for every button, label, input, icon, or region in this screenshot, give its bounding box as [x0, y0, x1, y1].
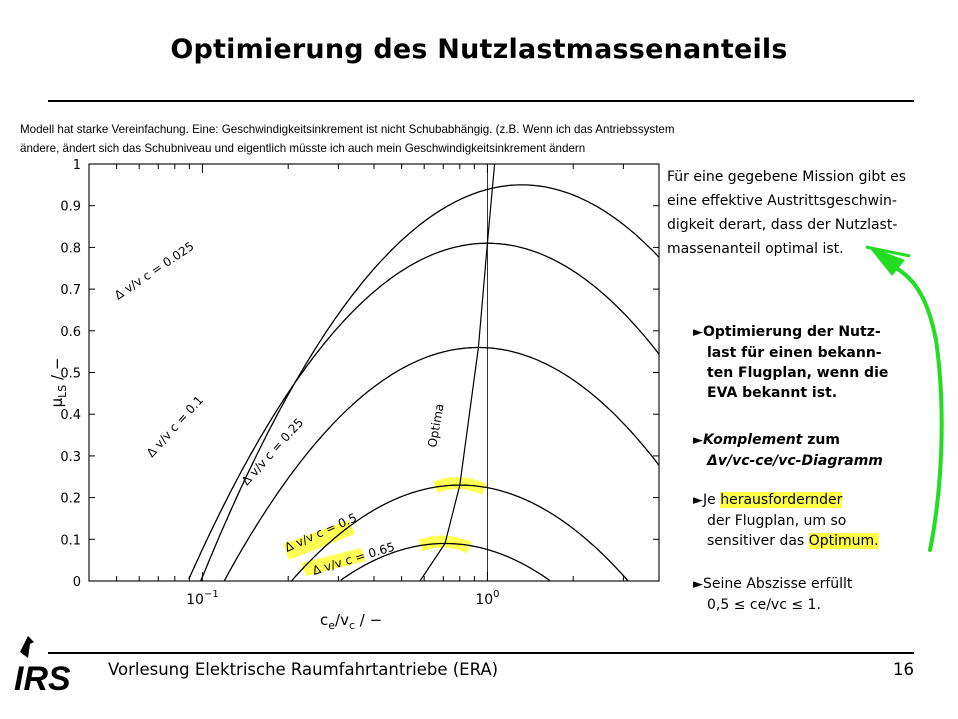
bullet-optimization: ►Optimierung der Nutz- last für einen be…	[693, 322, 943, 403]
triangle-bullet-icon: ►	[693, 493, 703, 508]
triangle-bullet-icon: ►	[693, 433, 703, 448]
title-divider	[48, 100, 914, 102]
optima-label: Optima	[425, 403, 446, 449]
y-axis-label: μLS / −	[48, 358, 69, 408]
y-tick-label: 0.6	[60, 325, 81, 340]
bullet-text: 0,5 ≤ ce/vc ≤ 1.	[707, 597, 821, 613]
highlight-label-mark	[283, 520, 366, 576]
chart-ticks: 0 0.1 0.2 0.3 0.4 0.5 0.6 0.7 0.8 0.9 1 10−1 100	[60, 158, 660, 608]
slide-title: Optimierung des Nutzlastmassenanteils	[170, 34, 788, 65]
curve-dv-0.25	[223, 346, 660, 581]
irs-logo: IRS	[14, 636, 71, 698]
y-tick-label: 0.8	[60, 241, 81, 256]
bullet-text: last für einen bekann-	[707, 345, 882, 361]
logo-text: IRS	[14, 660, 71, 698]
description-line: digkeit derart, dass der Nutzlast-	[667, 217, 898, 233]
y-tick-label: 0.1	[60, 533, 81, 548]
series-label: Δ v/v c = 0.25	[239, 415, 306, 488]
bullet-text: Optimierung der Nutz-	[703, 324, 881, 340]
y-tick-label: 0.4	[60, 408, 81, 423]
y-tick-label: 0	[73, 575, 81, 590]
plot-frame	[88, 163, 660, 582]
curve-dv-0.025	[199, 184, 660, 582]
x-axis-label: ce/vc / −	[320, 611, 382, 632]
x-tick-label: 10−1	[186, 589, 219, 608]
mission-description: Für eine gegebene Mission gibt es eine e…	[667, 165, 947, 261]
highlighted-text: Optimum.	[808, 533, 879, 549]
triangle-bullet-icon: ►	[693, 325, 703, 340]
y-tick-label: 0.2	[60, 492, 81, 507]
bullet-complement: ►Komplement zum Δv/vc-ce/vc-Diagramm	[693, 430, 943, 471]
bullet-text: ten Flugplan, wenn die	[707, 365, 889, 381]
bullet-text: Δv/vc-ce/vc-Diagramm	[693, 451, 943, 471]
page-number: 16	[893, 660, 914, 679]
bullet-formula: Δv/vc-ce/vc-Diagramm	[707, 453, 883, 469]
chart-labels: ce/vc / − μLS / − Δ v/v c = 0.025 Δ v/v c =…	[48, 239, 447, 632]
y-tick-label: 1	[73, 158, 81, 173]
note-line: Modell hat starke Vereinfachung. Eine: G…	[20, 123, 675, 136]
bullet-text: Seine Abszisse erfüllt	[703, 576, 853, 592]
chart-curves	[188, 163, 660, 583]
chart-axes	[88, 163, 660, 582]
bullet-text: zum	[802, 432, 840, 448]
y-tick-label: 0.7	[60, 283, 81, 298]
x-tick-label: 100	[475, 589, 499, 608]
bullet-italic: Komplement	[703, 432, 803, 448]
bullet-text: der Flugplan, um so	[707, 513, 847, 529]
optima-curve	[419, 163, 496, 582]
triangle-bullet-icon: ►	[693, 577, 703, 592]
description-line: eine effektive Austrittsgeschwin-	[667, 193, 897, 209]
payload-fraction-chart: 0 0.1 0.2 0.3 0.4 0.5 0.6 0.7 0.8 0.9 1 10−1 100 ce/…	[48, 158, 660, 632]
bullet-text: EVA bekannt ist.	[707, 385, 838, 401]
curve-dv-0.1	[188, 242, 660, 580]
bullet-abscissa: ►Seine Abszisse erfüllt 0,5 ≤ ce/vc ≤ 1.	[693, 574, 943, 615]
note-line: ändere, ändert sich das Schubniveau und …	[20, 142, 586, 155]
description-line: Für eine gegebene Mission gibt es	[667, 169, 907, 185]
description-line: massenanteil optimal ist.	[667, 241, 844, 257]
speaker-note: Modell hat starke Vereinfachung. Eine: G…	[20, 120, 810, 158]
y-tick-label: 0.3	[60, 450, 81, 465]
bullet-challenge: ►Je herausfordernder der Flugplan, um so…	[693, 490, 943, 551]
bullet-text: Je	[703, 492, 721, 508]
series-label: Δ v/v c = 0.025	[112, 239, 197, 302]
y-tick-label: 0.9	[60, 200, 81, 215]
series-label: Δ v/v c = 0.1	[144, 393, 206, 460]
logo-bird-mark	[20, 636, 34, 658]
footer-divider	[48, 652, 914, 654]
highlighted-text: herausfordernder	[720, 492, 843, 508]
bullet-text: sensitiver das	[707, 533, 809, 549]
y-tick-label: 0.5	[60, 367, 81, 382]
footer-lecture-title: Vorlesung Elektrische Raumfahrtantriebe …	[108, 660, 499, 679]
